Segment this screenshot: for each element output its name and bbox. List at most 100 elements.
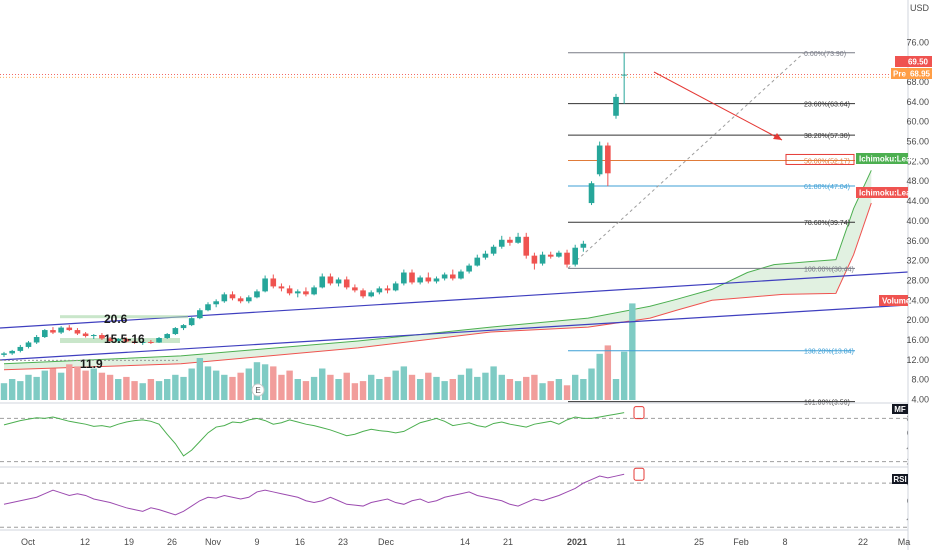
candle-body	[621, 74, 627, 76]
volume-bar	[115, 379, 122, 400]
candlesticks	[1, 52, 627, 357]
candle-body	[9, 350, 15, 354]
earnings-marker-label: E	[255, 386, 260, 395]
volume-bar	[237, 372, 244, 400]
candle-body	[376, 288, 383, 293]
candle-body	[458, 271, 464, 279]
volume-bar	[41, 370, 48, 400]
volume-bar	[123, 376, 130, 400]
time-tick-label: 14	[460, 537, 470, 547]
level-zone-20-6	[60, 315, 188, 319]
volume-bar	[400, 366, 408, 400]
lead1-tag-label: Ichimoku:Lead 1	[859, 155, 923, 164]
price-tick-label: 32.00	[906, 256, 929, 266]
fib-level-label: 138.20%(13.84)	[804, 349, 854, 356]
price-tick-label: 28.00	[906, 275, 929, 285]
price-tick-label: 40.00	[906, 216, 929, 226]
time-tick-label: 11	[616, 537, 625, 547]
volume-bar	[629, 303, 636, 400]
fib-level-label: 61.80%(47.04)	[804, 184, 850, 191]
premarket-value: 68.95	[910, 70, 931, 79]
annotation-level-high: 20.6	[104, 312, 128, 326]
volume-tag: Volume	[879, 295, 911, 306]
candle-body	[1, 353, 7, 355]
volume-bar	[25, 374, 32, 400]
annotation-level-mid: 15.5-16	[104, 332, 145, 346]
lower-trendline[interactable]	[0, 304, 909, 361]
time-tick-label: 21	[503, 537, 513, 547]
annotation-level-low: 11.9	[80, 357, 103, 371]
volume-bar	[286, 370, 293, 400]
volume-bar	[188, 368, 195, 400]
price-tick-label: 16.00	[906, 335, 929, 345]
volume-bar	[368, 374, 375, 400]
candle-body	[384, 288, 391, 291]
last-price-tag: 69.50	[895, 56, 932, 67]
lead2-tag-label: Ichimoku:Lead 2	[859, 189, 923, 198]
candle-body	[482, 253, 489, 258]
mf-highlight-box	[633, 406, 645, 420]
time-axis-ticks: Oct 12 19 26 Nov 9 16 23 Dec 14 21 2021 11 25 Feb 8 22 Ma	[21, 537, 910, 547]
volume-bar	[98, 372, 106, 400]
volume-bar	[620, 351, 628, 400]
candle-body	[613, 96, 619, 116]
volume-bar	[66, 364, 73, 400]
fib-trend-line	[567, 52, 805, 269]
price-axis[interactable]	[908, 0, 932, 550]
candle-body	[254, 291, 260, 298]
volume-bar	[310, 376, 318, 400]
volume-bar	[155, 381, 163, 400]
volume-bar	[506, 379, 514, 400]
volume-bar	[90, 368, 97, 400]
lead1-tag: Ichimoku:Lead 1	[856, 153, 923, 164]
time-tick-label: Feb	[733, 537, 749, 547]
volume-bar	[302, 381, 310, 400]
time-tick-label: 26	[167, 537, 177, 547]
candle-body	[17, 346, 24, 351]
candle-body	[107, 338, 113, 341]
candle-body	[156, 338, 162, 343]
candle-body	[42, 330, 48, 338]
volume-bar	[212, 370, 220, 400]
candle-body	[433, 278, 440, 282]
volume-bar	[384, 376, 391, 400]
premarket-label: Pre	[893, 70, 906, 79]
volume-bar	[474, 376, 481, 400]
candle-body	[515, 236, 521, 243]
forecast-arrow[interactable]	[653, 71, 783, 141]
price-tick-label: 44.00	[906, 196, 929, 206]
candle-body	[139, 341, 146, 343]
candle-body	[450, 274, 456, 279]
candle-body	[441, 274, 448, 279]
volume-bar	[441, 381, 448, 400]
candle-body	[588, 183, 595, 204]
time-tick-label: 12	[80, 537, 90, 547]
candle-body	[205, 304, 211, 311]
upper-trendline[interactable]	[0, 271, 909, 329]
candle-body	[523, 236, 530, 256]
volume-bar	[563, 385, 571, 400]
fib-level-label: 100.00%(30.44)	[804, 266, 854, 273]
price-tick-label: 76.00	[906, 37, 929, 47]
candle-body	[417, 277, 423, 283]
fib-level-label: 0.00%(73.90)	[804, 51, 846, 58]
candle-body	[409, 272, 415, 283]
volume-bar	[449, 379, 456, 400]
currency-label: USD	[910, 3, 930, 13]
rsi-highlight-box	[633, 467, 645, 481]
volume-bar	[596, 353, 603, 400]
volume-bar	[139, 383, 146, 400]
candle-body	[294, 291, 301, 294]
volume-bar	[8, 379, 16, 400]
candle-body	[596, 145, 603, 175]
time-tick-label: 23	[338, 537, 348, 547]
rsi-tag-label: RSI	[893, 475, 906, 484]
earnings-marker[interactable]: E	[251, 383, 265, 397]
time-tick-label: 16	[295, 537, 305, 547]
premarket-tag: Pre 68.95	[891, 68, 932, 79]
candle-body	[360, 290, 366, 297]
volume-bar	[416, 379, 424, 400]
volume-bar	[49, 368, 57, 400]
volume-bar	[204, 366, 212, 400]
